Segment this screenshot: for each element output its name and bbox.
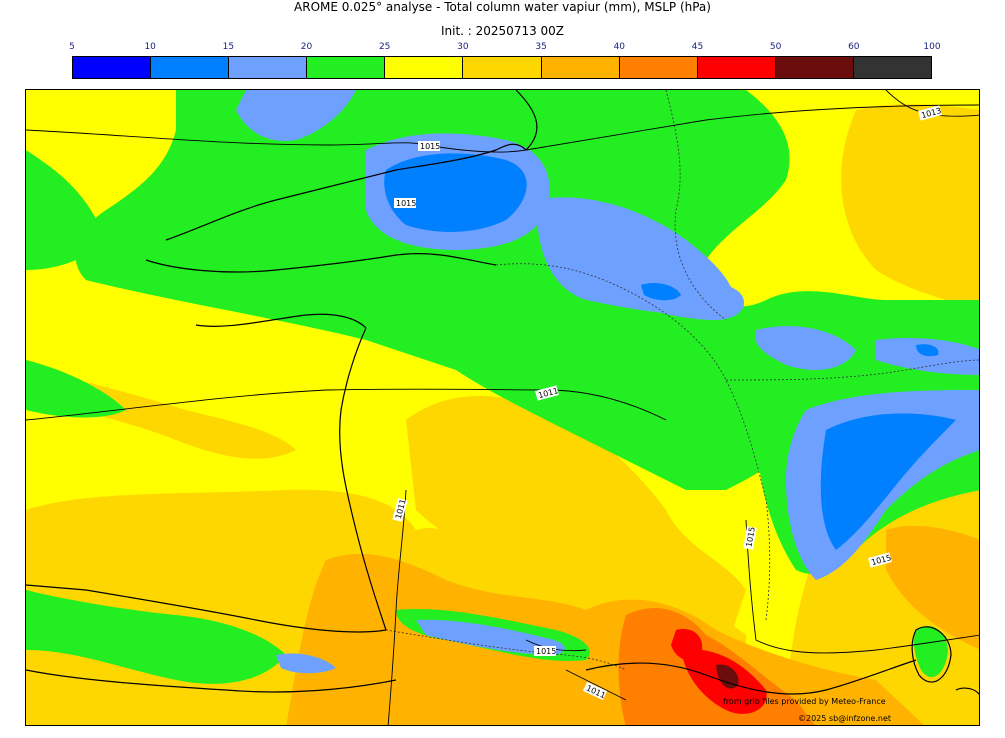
copyright-credit: ©2025 sb@infzone.net [798,714,892,723]
colorbar-segment [696,57,775,78]
field-50-60 [716,664,739,689]
colorbar-tick: 50 [769,42,782,52]
isobar-labels: 1015 1013 1011 1011 1015 1015 1015 1011 … [392,105,942,700]
colorbar-segment [384,57,463,78]
colorbar-tick: 45 [691,42,704,52]
field-15-20-tyrol [876,338,979,375]
colorbar-tick: 10 [144,42,156,52]
colorbar-tick: 20 [300,42,313,52]
field-10-15-channel [384,153,527,232]
field-10-15-alps [820,413,956,550]
field-20-25-bay [26,360,126,418]
field-10-15-germany [641,283,681,301]
field-15-20-iberia [276,653,336,674]
chart-title: AROME 0.025° analyse - Total column wate… [294,0,711,14]
colorbar-segment [228,57,307,78]
field-20-25-west [26,150,106,270]
borders [385,90,979,671]
isobar-label: 1015 [744,526,756,548]
field-30-35-central [406,396,746,650]
isobar-label: 1015 [536,647,556,656]
colorbar-segment [462,57,541,78]
colorbar-tick: 60 [848,42,860,52]
field-20-25-iberia [26,590,286,684]
colorbar-ticks: 5 10 15 20 25 30 35 40 45 50 60 100 [69,42,940,54]
field-20-25-corsica [913,626,948,678]
field-15-20-pyrenees [416,619,565,655]
colorbar-segment [774,57,853,78]
colorbar-tick: 15 [222,42,235,52]
field-20-25-north [75,90,979,490]
colorbar-segment [150,57,229,78]
coastlines [26,90,979,696]
colorbar-tick: 40 [613,42,626,52]
colorbar-segment [852,57,932,78]
field-30-35-east [841,104,979,310]
data-source-credit: from grib files provided by Meteo-France [723,697,886,706]
field-15-20-north [236,90,356,141]
map-canvas: 1015 1013 1011 1011 1015 1015 1015 1011 … [26,90,979,725]
colorbar-segment [540,57,619,78]
colorbar-segment [306,57,385,78]
colorbar [72,56,932,79]
isobar-label: 1015 [420,142,440,151]
colorbar-tick: 25 [378,42,391,52]
colorbar-tick: 100 [923,42,941,52]
colorbar-segment [618,57,697,78]
colorbar-segment [73,57,151,78]
field-35-40-corsica [886,525,979,650]
field-10-15-tyrol [916,344,939,357]
isobar-label: 1015 [396,199,416,208]
colorbar-tick: 35 [535,42,547,52]
colorbar-tick: 5 [69,42,75,52]
init-time: Init. : 20250713 00Z [440,24,565,38]
field-15-20-switz [755,326,856,370]
colorbar-tick: 30 [457,42,469,52]
water-vapour-map: 1015 1013 1011 1011 1015 1015 1015 1011 … [25,89,980,726]
